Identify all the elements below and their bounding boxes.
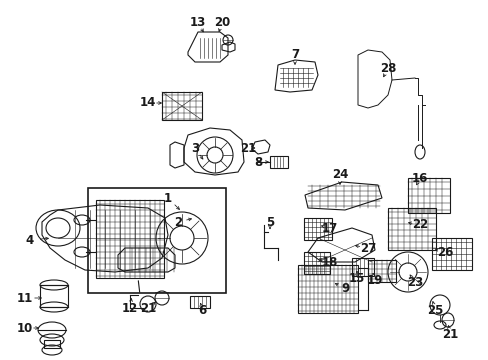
Text: 27: 27 — [359, 242, 375, 255]
Text: 26: 26 — [436, 246, 452, 258]
Text: 25: 25 — [426, 303, 442, 316]
Bar — [88, 188, 225, 293]
Bar — [190, 296, 209, 308]
Text: 21: 21 — [441, 328, 457, 342]
Text: 13: 13 — [189, 15, 206, 28]
Bar — [431, 238, 471, 270]
Text: 9: 9 — [340, 282, 348, 294]
Text: 11: 11 — [17, 292, 33, 305]
Text: 1: 1 — [163, 192, 172, 204]
Text: 8: 8 — [253, 156, 262, 168]
Text: 15: 15 — [348, 271, 365, 284]
Text: 2: 2 — [174, 216, 182, 229]
Text: 3: 3 — [190, 141, 199, 154]
Text: 6: 6 — [198, 303, 206, 316]
Text: 23: 23 — [406, 275, 422, 288]
Text: 17: 17 — [321, 221, 337, 234]
Bar — [162, 92, 202, 120]
Text: 24: 24 — [331, 168, 347, 181]
Bar — [367, 260, 395, 282]
Bar — [351, 258, 373, 276]
Bar — [304, 252, 329, 274]
Text: 20: 20 — [213, 15, 230, 28]
Text: 16: 16 — [411, 171, 427, 184]
Bar — [44, 340, 60, 348]
Bar — [304, 218, 331, 240]
Text: 14: 14 — [140, 96, 156, 109]
Bar — [407, 178, 449, 213]
Bar — [269, 156, 287, 168]
Text: 5: 5 — [265, 216, 274, 229]
Text: 12: 12 — [122, 302, 138, 315]
Bar — [297, 265, 357, 313]
Text: 18: 18 — [321, 256, 338, 269]
Text: 21: 21 — [140, 302, 156, 315]
Text: 10: 10 — [17, 321, 33, 334]
Bar — [40, 285, 68, 307]
Bar — [387, 208, 435, 250]
Text: 21: 21 — [240, 141, 256, 154]
Text: 28: 28 — [379, 62, 395, 75]
Text: 19: 19 — [366, 274, 383, 287]
Text: 4: 4 — [26, 234, 34, 247]
Text: 7: 7 — [290, 49, 299, 62]
Bar — [96, 200, 163, 278]
Text: 22: 22 — [411, 219, 427, 231]
